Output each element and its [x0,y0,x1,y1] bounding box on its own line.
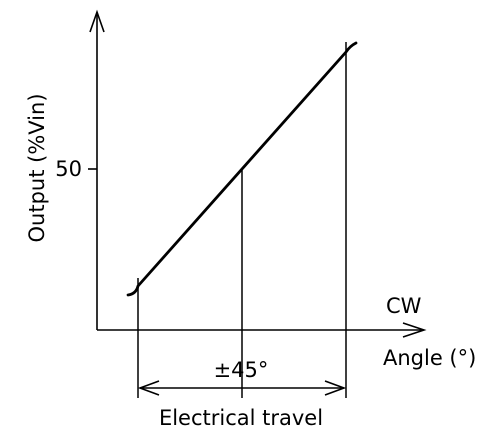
travel-label: Electrical travel [159,406,323,430]
x-axis-arrowhead [402,322,427,338]
y-tick-label-50: 50 [55,157,82,181]
travel-arrow-right [324,380,347,396]
span-label: ±45° [214,358,269,382]
y-axis-arrowhead [89,9,105,33]
x-axis-label: Angle (°) [383,346,476,370]
cw-label: CW [386,294,422,318]
y-axis-label: Output (%Vin) [25,93,49,242]
travel-arrow-left [137,380,160,396]
